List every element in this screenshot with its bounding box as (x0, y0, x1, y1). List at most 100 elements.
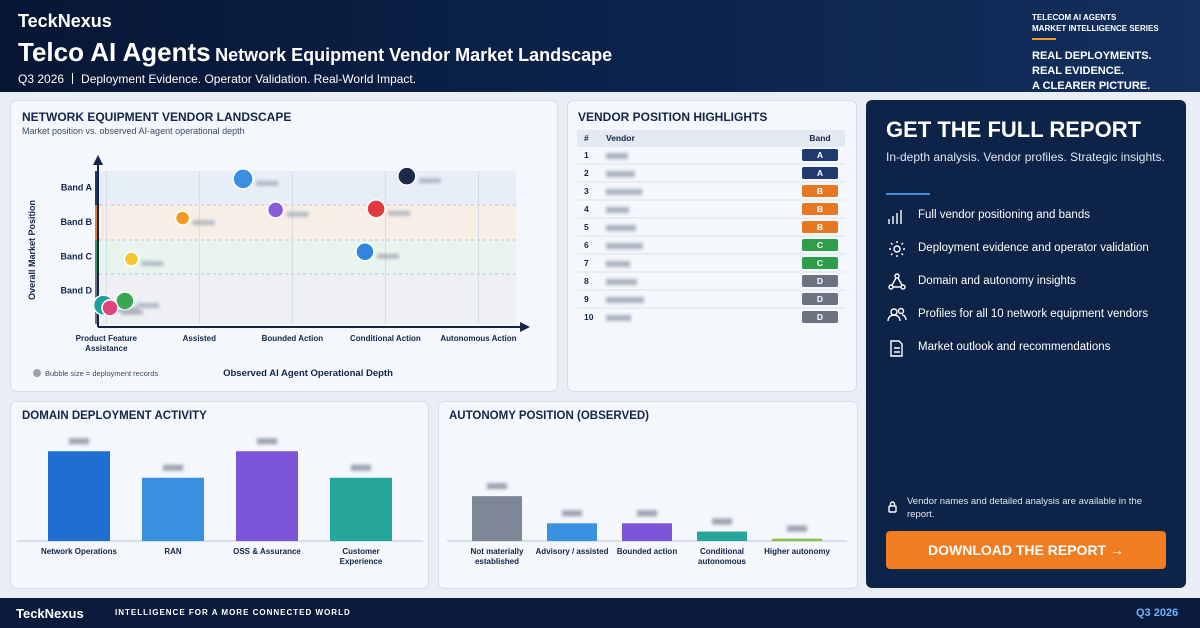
rank: 7 (584, 258, 589, 268)
x-tick-label: Assisted (182, 334, 217, 343)
band: C (817, 240, 823, 250)
series-line: TELECOM AI AGENTS (1032, 13, 1117, 22)
bubble (397, 166, 417, 186)
bar (622, 523, 672, 541)
rank: 5 (584, 222, 589, 232)
blurred-vendor-label (286, 211, 309, 217)
band: B (817, 186, 823, 196)
category-label: Network Operations (40, 547, 117, 556)
slogan-line: REAL EVIDENCE. (1032, 65, 1125, 77)
tagline-row: Q3 2026 Deployment Evidence. Operator Val… (18, 72, 416, 86)
blurred-vendor-name (606, 171, 635, 177)
bubble (355, 242, 375, 262)
blurred-value-label (637, 510, 657, 517)
y-axis-label: Overall Market Position (27, 200, 37, 300)
rank: 4 (584, 204, 589, 214)
slogan-line: A CLEARER PICTURE. (1032, 80, 1151, 92)
blurred-value-label (69, 438, 89, 445)
report-title: GET THE FULL REPORT (886, 117, 1142, 142)
accent (1032, 38, 1056, 40)
table-title: VENDOR POSITION HIGHLIGHTS (578, 110, 768, 124)
band: A (817, 168, 823, 178)
blurred-value-label (351, 464, 371, 471)
chart-subtitle: Market position vs. observed AI-agent op… (22, 126, 245, 136)
bar (547, 523, 597, 541)
blurred-vendor-name (606, 225, 636, 231)
category-label: Customer Experience (339, 547, 383, 566)
rank: 10 (584, 312, 594, 322)
period: Q3 2026 (18, 72, 65, 86)
band: C (817, 258, 823, 268)
title-row: Telco AI Agents Network Equipment Vendor… (18, 37, 612, 68)
tagline: Deployment Evidence. Operator Validation… (81, 72, 417, 86)
x-tick-label: Bounded Action (261, 334, 324, 343)
chart-title: DOMAIN DEPLOYMENT ACTIVITY (22, 410, 207, 422)
blurred-vendor-label (388, 210, 411, 216)
category-label: OSS & Assurance (233, 547, 301, 556)
bubble (366, 199, 386, 219)
band-row (99, 240, 516, 274)
slogan-line: REAL DEPLOYMENTS. (1032, 50, 1152, 62)
band-row (99, 205, 516, 240)
bar (142, 477, 204, 541)
title: Telco AI Agents (18, 37, 211, 67)
footer (0, 598, 1200, 628)
bar (330, 477, 392, 541)
rank: 1 (584, 150, 589, 160)
footer-brand: TeckNexus (16, 606, 84, 621)
band: B (817, 222, 823, 232)
x-tick-label: Autonomous Action (440, 334, 517, 343)
band-pill (802, 203, 838, 215)
band: B (817, 204, 823, 214)
footer-tagline: INTELLIGENCE FOR A MORE CONNECTED WORLD (115, 608, 351, 617)
feature: Deployment evidence and operator validat… (918, 242, 1149, 254)
blurred-vendor-name (606, 315, 631, 321)
download-button[interactable]: DOWNLOAD THE REPORT → (886, 531, 1166, 569)
blurred-vendor-label (121, 309, 144, 315)
bubble (232, 168, 254, 190)
legend-swatch (33, 369, 41, 377)
column-header: # (584, 133, 589, 143)
x-tick-label: Product Feature Assistance (75, 334, 137, 353)
blurred-vendor-label (192, 220, 215, 226)
category-label: Higher autonomy (764, 547, 830, 556)
rank: 3 (584, 186, 589, 196)
band: A (817, 150, 823, 160)
series-line: MARKET INTELLIGENCE SERIES (1032, 24, 1159, 33)
bubble (101, 299, 119, 317)
bar (772, 538, 822, 541)
category-label: Not materially established (470, 547, 524, 566)
blurred-value-label (712, 518, 732, 525)
bar (697, 531, 747, 541)
blurred-vendor-name (606, 153, 628, 159)
subtitle: Network Equipment Vendor Market Landscap… (215, 45, 613, 65)
y-tick-label: Band A (61, 183, 93, 193)
blurred-vendor-name (606, 207, 629, 213)
feature: Market outlook and recommendations (918, 341, 1111, 353)
series-label: TELECOM AI AGENTS MARKET INTELLIGENCE SER… (1032, 12, 1159, 40)
bar (48, 451, 110, 541)
bubble (266, 201, 285, 219)
x-tick-label: Conditional Action (350, 334, 421, 343)
blurred-vendor-name (606, 243, 643, 249)
band-pill (802, 275, 838, 287)
category-label: Bounded action (616, 547, 678, 556)
category-label: RAN (164, 547, 182, 556)
autonomy-panel (438, 401, 858, 589)
chart-title: AUTONOMY POSITION (OBSERVED) (449, 410, 649, 422)
blurred-value-label (487, 483, 507, 490)
x-axis-label: Observed AI Agent Operational Depth (223, 368, 393, 379)
y-tick-label: Band C (61, 251, 93, 261)
band-pill (802, 239, 838, 251)
category-label: Advisory / assisted (535, 547, 609, 556)
blurred-vendor-name (606, 261, 630, 267)
column-header: Vendor (606, 133, 636, 143)
rank: 6 (584, 240, 589, 250)
slogan: REAL DEPLOYMENTS. REAL EVIDENCE. A CLEARER… (1032, 49, 1152, 94)
band: D (817, 312, 823, 322)
blurred-value-label (257, 438, 277, 445)
brand: TeckNexus (18, 11, 112, 31)
band: D (817, 294, 823, 304)
